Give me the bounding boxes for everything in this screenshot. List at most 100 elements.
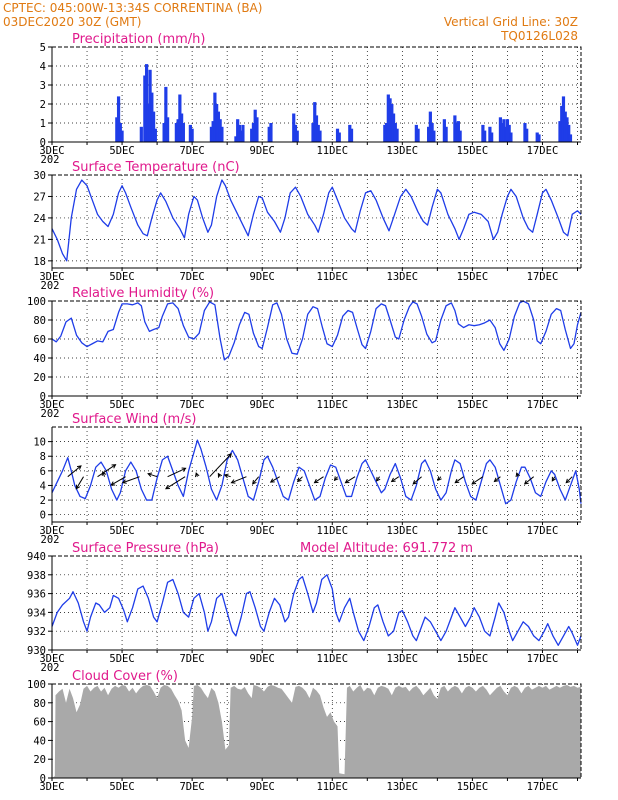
temp-ytick-label: 24 <box>33 213 46 225</box>
precip-ytick-label: 4 <box>40 61 46 73</box>
precip-bar <box>490 132 494 142</box>
press-ytick-label: 938 <box>27 570 46 582</box>
temp-xtick-label: 13DEC <box>387 271 419 283</box>
precip-bar <box>537 134 541 142</box>
precip-bar <box>498 117 503 142</box>
press-frame <box>51 555 582 651</box>
precip-bar <box>481 124 485 142</box>
wind-panel: Surface Wind (m/s) 0 2 4 6 8 10 3DEC 5DEC 7DEC 9DE… <box>33 412 582 546</box>
cloud-xtick-label: 17DEC <box>527 781 559 793</box>
precip-bar <box>118 123 122 142</box>
precip-bar <box>144 64 149 142</box>
precip-bar <box>509 132 513 142</box>
precip-ytick-label: 5 <box>40 42 46 54</box>
precip-bar <box>386 94 390 142</box>
temp-ytick-label: 27 <box>33 191 46 203</box>
press-annotation: Model Altitude: 691.772 m <box>300 541 473 556</box>
precip-xtick-label: 15DEC <box>457 145 489 157</box>
wind-arrow <box>494 476 501 482</box>
temp-xtick-label: 3DEC <box>39 271 64 283</box>
wind-arrow-head <box>269 478 275 483</box>
wind-arrow <box>147 473 158 478</box>
precip-bar <box>337 132 341 142</box>
precip-bar <box>255 117 259 142</box>
rh-xtick-label: 7DEC <box>179 399 204 411</box>
wind-title: Surface Wind (m/s) <box>72 412 196 427</box>
precip-bar <box>218 119 222 142</box>
precip-bar <box>213 92 217 142</box>
precip-bar <box>267 126 271 142</box>
wind-arrow-head <box>375 476 381 482</box>
wind-arrow-head <box>454 478 460 484</box>
wind-series-line <box>51 439 582 505</box>
header-location: CPTEC: 045:00W-13:34S CORRENTINA (BA) <box>3 1 262 15</box>
wind-xtick-label: 7DEC <box>179 525 204 537</box>
precip-bar <box>216 111 221 142</box>
rh-xtick-label: 15DEC <box>457 399 489 411</box>
precip-bar <box>525 128 529 142</box>
precip-bar <box>568 134 573 142</box>
precip-bar <box>316 124 320 142</box>
precip-bar <box>215 104 219 142</box>
wind-arrow-head <box>121 479 127 484</box>
precip-bar <box>348 124 352 142</box>
wind-arrow-head <box>313 478 319 484</box>
temp-xtick-label: 17DEC <box>527 271 559 283</box>
wind-ytick-label: 6 <box>40 466 46 478</box>
precip-bar <box>234 136 238 142</box>
press-ytick-label: 934 <box>27 607 46 619</box>
precip-bar <box>428 111 432 142</box>
wind-xtick-label: 17DEC <box>527 525 559 537</box>
precip-ytick-label: 3 <box>40 80 46 92</box>
precip-bar <box>209 126 214 142</box>
precip-ytick-label: 2 <box>40 99 46 111</box>
precip-bar <box>251 123 256 142</box>
precip-bar <box>241 124 245 142</box>
precip-bar <box>148 69 152 142</box>
header-grid-line: Vertical Grid Line: 30Z <box>444 15 578 29</box>
precip-xtick-label: 9DEC <box>250 145 275 157</box>
wind-arrow-head <box>223 473 229 479</box>
press-xtick-label: 7DEC <box>179 653 204 665</box>
precip-bar <box>414 124 418 142</box>
precip-bar <box>120 130 124 142</box>
precip-xtick-label: 3DEC <box>39 145 64 157</box>
precip-bar <box>453 115 457 142</box>
wind-arrow-head <box>551 476 556 482</box>
cloud-xtick-label: 9DEC <box>250 781 275 793</box>
precip-bar <box>181 123 185 142</box>
precip-bar <box>314 115 319 142</box>
precip-bar <box>505 119 510 142</box>
precip-bar <box>295 130 299 142</box>
precip-bar <box>427 126 431 142</box>
wind-arrow-head <box>194 472 200 478</box>
cloud-ytick-label: 100 <box>27 679 46 691</box>
precip-bar <box>153 128 157 142</box>
wind-arrow <box>345 476 356 484</box>
cloud-frame <box>51 683 582 779</box>
cloud-xtick-label: 3DEC <box>39 781 64 793</box>
wind-arrow <box>391 476 400 482</box>
cloud-xtick-label: 13DEC <box>387 781 419 793</box>
precip-bar <box>561 96 566 142</box>
wind-arrow <box>122 476 140 484</box>
press-year-clipped: 202 <box>41 662 60 674</box>
wind-arrow <box>110 476 126 486</box>
precip-bar <box>318 130 322 142</box>
precip-ytick-label: 0 <box>40 137 46 149</box>
cloud-xtick-label: 5DEC <box>109 781 134 793</box>
precip-bar <box>250 128 254 142</box>
press-xtick-label: 3DEC <box>39 653 64 665</box>
precip-bar <box>432 130 436 142</box>
wind-arrow-head <box>523 480 529 485</box>
rh-series-line <box>51 300 582 361</box>
cloud-ytick-label: 0 <box>40 773 46 785</box>
precip-bar <box>502 119 506 142</box>
precip-bar <box>395 128 399 142</box>
precip-bar <box>174 123 178 142</box>
wind-arrow <box>297 476 303 482</box>
rh-year-clipped: 202 <box>41 408 60 420</box>
precip-bar <box>211 121 215 142</box>
cloud-ytick-label: 40 <box>33 735 46 747</box>
